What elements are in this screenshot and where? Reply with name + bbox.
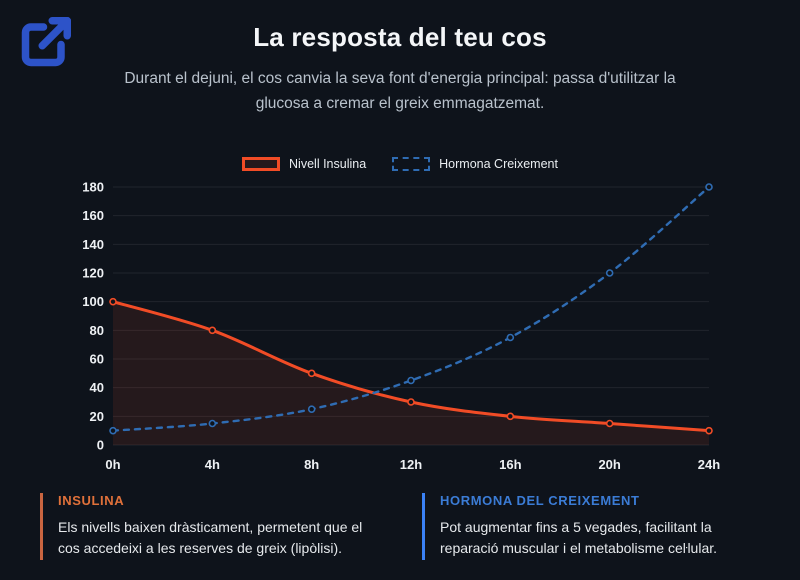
external-link-icon[interactable] — [16, 12, 76, 72]
page-subtitle: Durant el dejuni, el cos canvia la seva … — [124, 70, 676, 112]
series-hormona-creixement — [109, 182, 713, 435]
svg-text:80: 80 — [90, 322, 104, 337]
svg-text:16h: 16h — [499, 457, 521, 472]
footnotes: INSULINA Els nivells baixen dràsticament… — [0, 492, 800, 560]
x-axis-labels: 0h 4h 8h 12h 16h 20h 24h — [105, 457, 720, 472]
svg-text:180: 180 — [82, 179, 104, 194]
footnote-insulin: INSULINA Els nivells baixen dràsticament… — [40, 492, 386, 560]
svg-text:160: 160 — [82, 208, 104, 223]
header: La resposta del teu cos Durant el dejuni… — [0, 0, 800, 117]
growth-hormone-swatch — [392, 156, 431, 171]
svg-text:12h: 12h — [400, 457, 422, 472]
body-response-line-chart: 0 20 40 60 80 100 120 140 160 180 0h 4h 8h 12h 16h 20h 2… — [82, 179, 720, 472]
svg-text:120: 120 — [82, 265, 104, 280]
svg-text:100: 100 — [82, 294, 104, 309]
legend-item-insulin[interactable]: Nivell Insulina — [242, 156, 367, 171]
chart-legend: Nivell Insulina Hormona Creixement — [75, 156, 725, 171]
series-nivell-insulina — [109, 297, 713, 445]
svg-text:0h: 0h — [105, 457, 120, 472]
insulin-swatch — [242, 156, 281, 171]
footnote-text: Els nivells baixen dràsticament, permete… — [58, 518, 363, 557]
svg-text:4h: 4h — [205, 457, 220, 472]
svg-text:40: 40 — [90, 380, 104, 395]
chart-block: Nivell Insulina Hormona Creixement 0 20 40… — [75, 156, 725, 477]
svg-text:24h: 24h — [698, 457, 720, 472]
svg-text:0: 0 — [97, 437, 104, 452]
y-axis-labels: 0 20 40 60 80 100 120 140 160 180 — [82, 179, 104, 452]
legend-item-growth-hormone[interactable]: Hormona Creixement — [392, 156, 558, 171]
svg-text:20h: 20h — [598, 457, 620, 472]
legend-label: Nivell Insulina — [289, 156, 367, 171]
legend-label: Hormona Creixement — [439, 156, 558, 171]
svg-text:60: 60 — [90, 351, 104, 366]
svg-text:8h: 8h — [304, 457, 319, 472]
svg-text:20: 20 — [90, 408, 104, 423]
page-title: La resposta del teu cos — [253, 22, 547, 52]
footnote-growth-hormone: HORMONA DEL CREIXEMENT Pot augmentar fin… — [422, 492, 768, 560]
footnote-text: Pot augmentar fins a 5 vegades, facilita… — [440, 518, 718, 557]
svg-text:140: 140 — [82, 236, 104, 251]
footnote-heading: INSULINA — [58, 492, 125, 508]
footnote-heading: HORMONA DEL CREIXEMENT — [440, 492, 640, 508]
